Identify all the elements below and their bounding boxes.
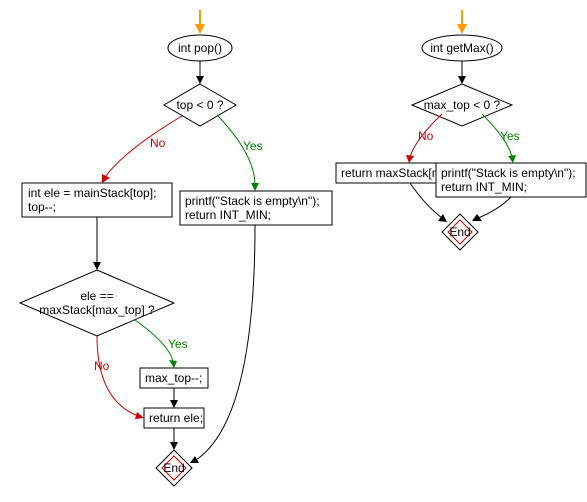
left-process2-line2: return INT_MIN; — [185, 208, 271, 222]
left-edge-start-d1 — [196, 61, 204, 84]
left-process1: int ele = mainStack[top]; top--; — [22, 183, 172, 217]
left-edge-p3-p4 — [170, 388, 178, 408]
left-process1-line2: top--; — [28, 200, 56, 214]
left-no-label-2: No — [94, 359, 110, 373]
right-process2-line1: printf("Stack is empty\n"); — [441, 166, 576, 180]
right-process2: printf("Stack is empty\n"); return INT_M… — [436, 163, 586, 197]
left-edge-d2-no: No — [94, 336, 144, 419]
left-decision1-text: top < 0 ? — [176, 98, 223, 112]
left-decision2: ele == maxStack[max_top] ? — [20, 270, 174, 336]
right-end-text: End — [449, 225, 470, 239]
left-decision1: top < 0 ? — [164, 84, 236, 126]
left-edge-d2-yes: Yes — [135, 320, 188, 368]
left-process3-text: max_top--; — [145, 371, 202, 385]
right-decision1-text: max_top < 0 ? — [424, 98, 501, 112]
left-edge-d1-no: No — [102, 116, 182, 183]
left-start-text: int pop() — [178, 41, 222, 55]
left-edge-p4-end — [170, 428, 178, 450]
left-start-node: int pop() — [168, 35, 232, 61]
right-edge-d1-yes: Yes — [482, 114, 520, 163]
right-end-node: End — [442, 214, 478, 250]
left-edge-d1-yes: Yes — [218, 116, 263, 191]
right-start-arrow — [457, 10, 467, 34]
left-process2-line1: printf("Stack is empty\n"); — [185, 194, 320, 208]
left-no-label-1: No — [150, 136, 166, 150]
left-yes-label-2: Yes — [168, 337, 188, 351]
left-decision2-text2: maxStack[max_top] ? — [39, 303, 155, 317]
right-edge-d1-no: No — [406, 114, 442, 163]
left-process4-text: return ele; — [149, 411, 203, 425]
right-yes-label: Yes — [500, 129, 520, 143]
left-process3: max_top--; — [140, 368, 208, 388]
left-process4: return ele; — [144, 408, 204, 428]
right-no-label: No — [418, 129, 434, 143]
left-end-node: End — [156, 450, 192, 486]
left-edge-p1-d2 — [93, 217, 101, 270]
right-edge-start-d1 — [458, 61, 466, 84]
right-start-node: int getMax() — [422, 35, 502, 61]
right-decision1: max_top < 0 ? — [412, 84, 512, 126]
left-start-arrow — [195, 10, 205, 34]
left-process1-line1: int ele = mainStack[top]; — [28, 186, 156, 200]
right-start-text: int getMax() — [430, 41, 493, 55]
left-yes-label-1: Yes — [243, 139, 263, 153]
right-process2-line2: return INT_MIN; — [441, 180, 527, 194]
left-decision2-text1: ele == — [80, 289, 113, 303]
flowchart-canvas: int pop() top < 0 ? Yes No int ele = mai… — [0, 0, 587, 502]
left-process2: printf("Stack is empty\n"); return INT_M… — [180, 191, 332, 225]
right-edge-p2-end — [472, 197, 511, 221]
left-end-text: End — [163, 461, 184, 475]
